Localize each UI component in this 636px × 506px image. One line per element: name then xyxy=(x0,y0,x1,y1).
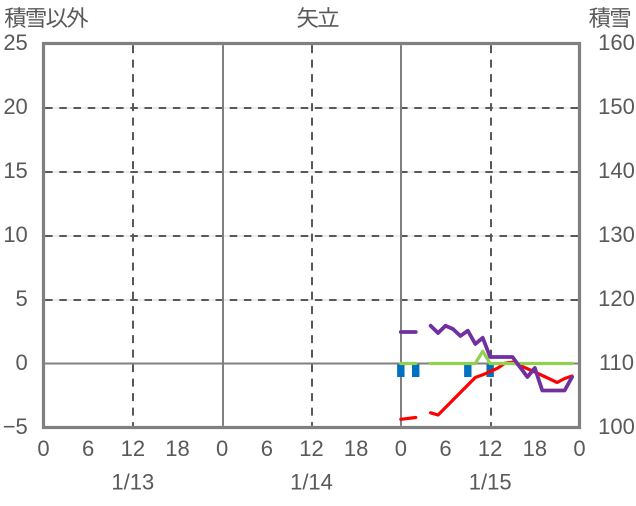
svg-text:6: 6 xyxy=(82,436,94,461)
svg-text:150: 150 xyxy=(598,94,635,119)
svg-text:1/14: 1/14 xyxy=(290,469,333,494)
svg-text:0: 0 xyxy=(573,436,585,461)
svg-text:20: 20 xyxy=(3,94,27,119)
svg-text:100: 100 xyxy=(598,414,635,439)
svg-text:12: 12 xyxy=(478,436,502,461)
svg-text:18: 18 xyxy=(165,436,189,461)
svg-text:1/13: 1/13 xyxy=(111,469,154,494)
svg-text:0: 0 xyxy=(395,436,407,461)
svg-text:1/15: 1/15 xyxy=(469,469,512,494)
svg-text:18: 18 xyxy=(344,436,368,461)
svg-text:160: 160 xyxy=(598,30,635,55)
svg-text:15: 15 xyxy=(3,158,27,183)
svg-text:10: 10 xyxy=(3,222,27,247)
svg-text:12: 12 xyxy=(121,436,145,461)
svg-text:6: 6 xyxy=(439,436,451,461)
svg-text:12: 12 xyxy=(299,436,323,461)
svg-text:0: 0 xyxy=(16,350,28,375)
svg-text:25: 25 xyxy=(3,30,27,55)
svg-text:−5: −5 xyxy=(3,414,28,439)
svg-text:120: 120 xyxy=(598,286,635,311)
svg-text:140: 140 xyxy=(598,158,635,183)
svg-text:0: 0 xyxy=(37,436,49,461)
svg-text:110: 110 xyxy=(599,350,634,375)
svg-text:18: 18 xyxy=(523,436,547,461)
svg-text:5: 5 xyxy=(16,286,28,311)
svg-text:130: 130 xyxy=(598,222,635,247)
svg-text:0: 0 xyxy=(216,436,228,461)
svg-text:6: 6 xyxy=(261,436,273,461)
